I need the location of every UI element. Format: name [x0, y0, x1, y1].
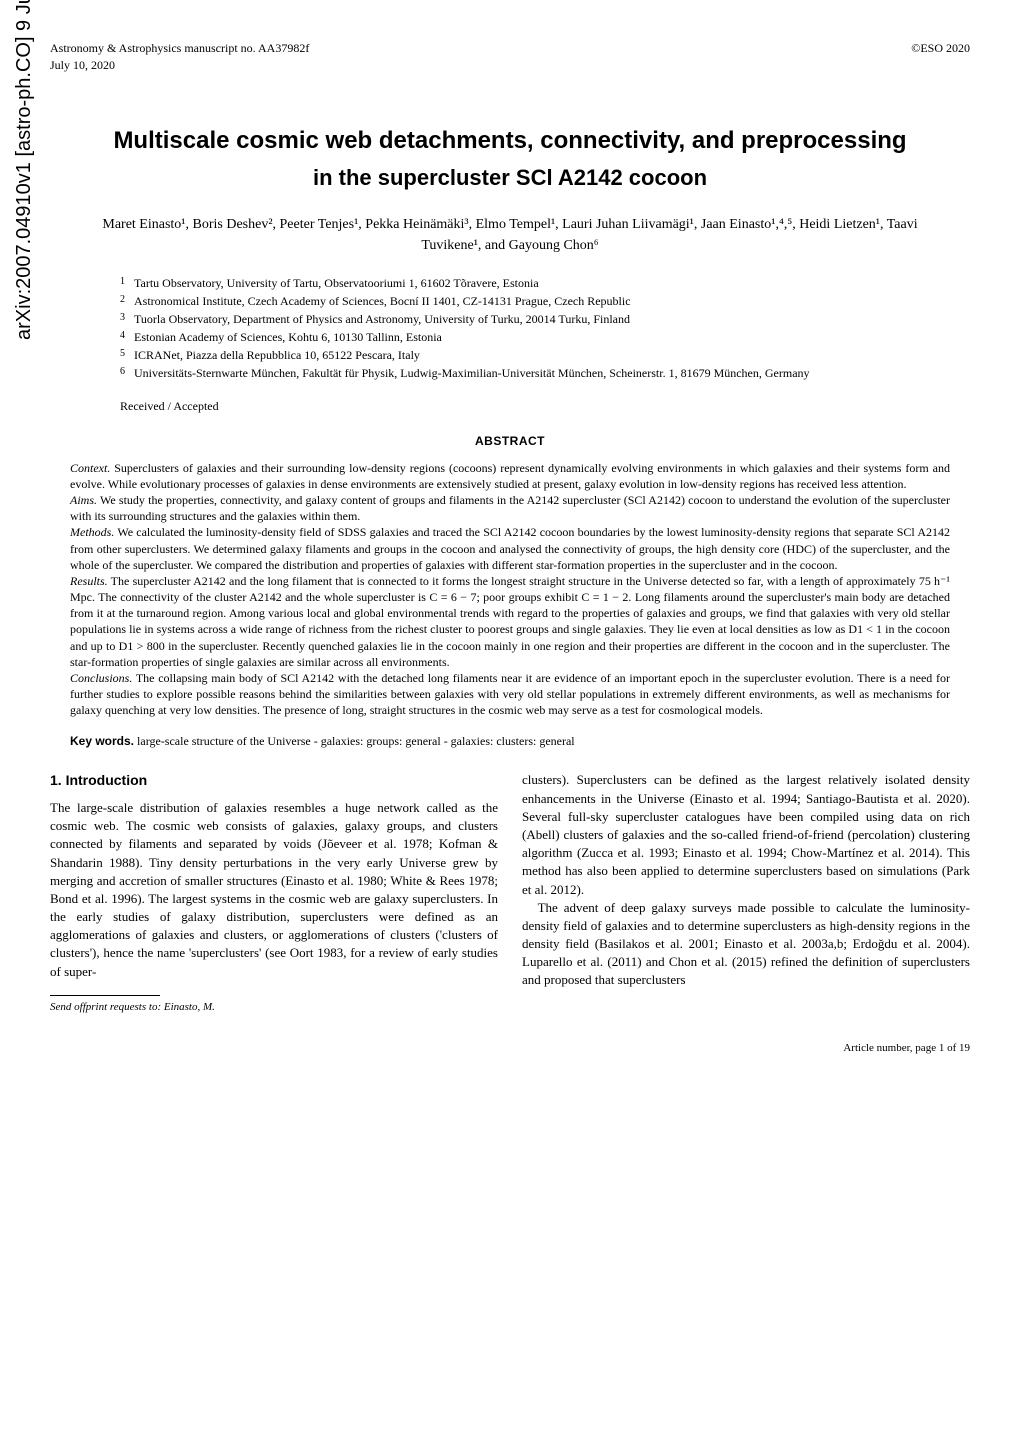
- affiliation-number: 4: [120, 328, 134, 346]
- header-date: July 10, 2020: [50, 57, 309, 74]
- intro-paragraph: The advent of deep galaxy surveys made p…: [522, 899, 970, 990]
- journal-line: Astronomy & Astrophysics manuscript no. …: [50, 40, 309, 57]
- keywords-label: Key words.: [70, 734, 134, 748]
- paper-subtitle: in the supercluster SCl A2142 cocoon: [110, 163, 910, 194]
- paper-title: Multiscale cosmic web detachments, conne…: [110, 124, 910, 158]
- intro-paragraph: The large-scale distribution of galaxies…: [50, 799, 498, 981]
- footnote-rule: [50, 995, 160, 996]
- affiliation-text: Estonian Academy of Sciences, Kohtu 6, 1…: [134, 328, 442, 346]
- footnote-label: Send offprint requests to: [50, 1001, 157, 1013]
- context-text: Superclusters of galaxies and their surr…: [70, 461, 950, 491]
- received-accepted: Received / Accepted: [120, 398, 970, 415]
- affiliation-number: 5: [120, 346, 134, 364]
- intro-paragraph: clusters). Superclusters can be defined …: [522, 771, 970, 898]
- manuscript-header: Astronomy & Astrophysics manuscript no. …: [50, 40, 970, 74]
- affiliation-text: Universitäts-Sternwarte München, Fakultä…: [134, 364, 810, 382]
- conclusions-label: Conclusions.: [70, 671, 132, 685]
- page-number: Article number, page 1 of 19: [50, 1041, 970, 1056]
- affiliation-list: 1Tartu Observatory, University of Tartu,…: [120, 274, 970, 382]
- abstract-body: Context. Superclusters of galaxies and t…: [70, 460, 950, 719]
- affiliation-number: 2: [120, 292, 134, 310]
- affiliation-text: Tuorla Observatory, Department of Physic…: [134, 310, 630, 328]
- left-column: 1. Introduction The large-scale distribu…: [50, 771, 498, 1015]
- section-heading: 1. Introduction: [50, 771, 498, 791]
- arxiv-identifier: arXiv:2007.04910v1 [astro-ph.CO] 9 Jul 2…: [10, 0, 38, 340]
- methods-text: We calculated the luminosity-density fie…: [70, 525, 950, 571]
- aims-label: Aims.: [70, 493, 97, 507]
- affiliation-number: 1: [120, 274, 134, 292]
- results-text: The supercluster A2142 and the long fila…: [70, 574, 950, 669]
- author-list: Maret Einasto¹, Boris Deshev², Peeter Te…: [90, 214, 930, 256]
- methods-label: Methods.: [70, 525, 114, 539]
- body-columns: 1. Introduction The large-scale distribu…: [50, 771, 970, 1015]
- affiliation-text: Astronomical Institute, Czech Academy of…: [134, 292, 631, 310]
- copyright: ©ESO 2020: [911, 40, 970, 74]
- aims-text: We study the properties, connectivity, a…: [70, 493, 950, 523]
- affiliation-text: ICRANet, Piazza della Repubblica 10, 651…: [134, 346, 420, 364]
- abstract-heading: ABSTRACT: [50, 433, 970, 450]
- context-label: Context.: [70, 461, 110, 475]
- right-column: clusters). Superclusters can be defined …: [522, 771, 970, 1015]
- footnote: Send offprint requests to: Einasto, M.: [50, 1000, 498, 1015]
- keywords-text: large-scale structure of the Universe - …: [134, 734, 575, 748]
- results-label: Results.: [70, 574, 108, 588]
- footnote-text: : Einasto, M.: [157, 1001, 214, 1013]
- keywords-line: Key words. large-scale structure of the …: [70, 733, 950, 750]
- conclusions-text: The collapsing main body of SCl A2142 wi…: [70, 671, 950, 717]
- affiliation-number: 3: [120, 310, 134, 328]
- affiliation-text: Tartu Observatory, University of Tartu, …: [134, 274, 539, 292]
- affiliation-number: 6: [120, 364, 134, 382]
